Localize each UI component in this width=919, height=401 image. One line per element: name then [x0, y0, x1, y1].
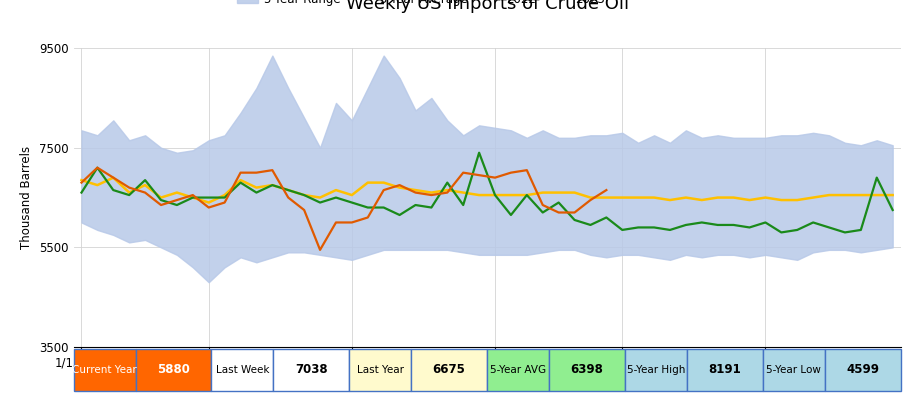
Text: Last Week: Last Week: [216, 365, 269, 375]
Text: 4599: 4599: [846, 363, 879, 377]
FancyBboxPatch shape: [274, 349, 349, 391]
Text: 5-Year Low: 5-Year Low: [766, 365, 822, 375]
Text: 6675: 6675: [433, 363, 466, 377]
Legend: 5-Year Range, 5-Year Average, 2022, 2023: 5-Year Range, 5-Year Average, 2022, 2023: [233, 0, 609, 11]
FancyBboxPatch shape: [74, 349, 136, 391]
Text: 5880: 5880: [157, 363, 190, 377]
FancyBboxPatch shape: [349, 349, 412, 391]
Text: 5-Year High: 5-Year High: [627, 365, 686, 375]
Text: Last Year: Last Year: [357, 365, 403, 375]
FancyBboxPatch shape: [211, 349, 274, 391]
Text: 7038: 7038: [295, 363, 328, 377]
Text: 6398: 6398: [571, 363, 604, 377]
Text: 5-Year AVG: 5-Year AVG: [490, 365, 546, 375]
FancyBboxPatch shape: [412, 349, 487, 391]
Text: Current Year: Current Year: [73, 365, 137, 375]
FancyBboxPatch shape: [687, 349, 763, 391]
FancyBboxPatch shape: [487, 349, 549, 391]
FancyBboxPatch shape: [625, 349, 687, 391]
FancyBboxPatch shape: [549, 349, 625, 391]
FancyBboxPatch shape: [824, 349, 901, 391]
Y-axis label: Thousand Barrels: Thousand Barrels: [20, 146, 33, 249]
Text: 8191: 8191: [709, 363, 742, 377]
Title: Weekly US Imports of Crude Oil: Weekly US Imports of Crude Oil: [346, 0, 629, 13]
FancyBboxPatch shape: [136, 349, 211, 391]
FancyBboxPatch shape: [763, 349, 824, 391]
